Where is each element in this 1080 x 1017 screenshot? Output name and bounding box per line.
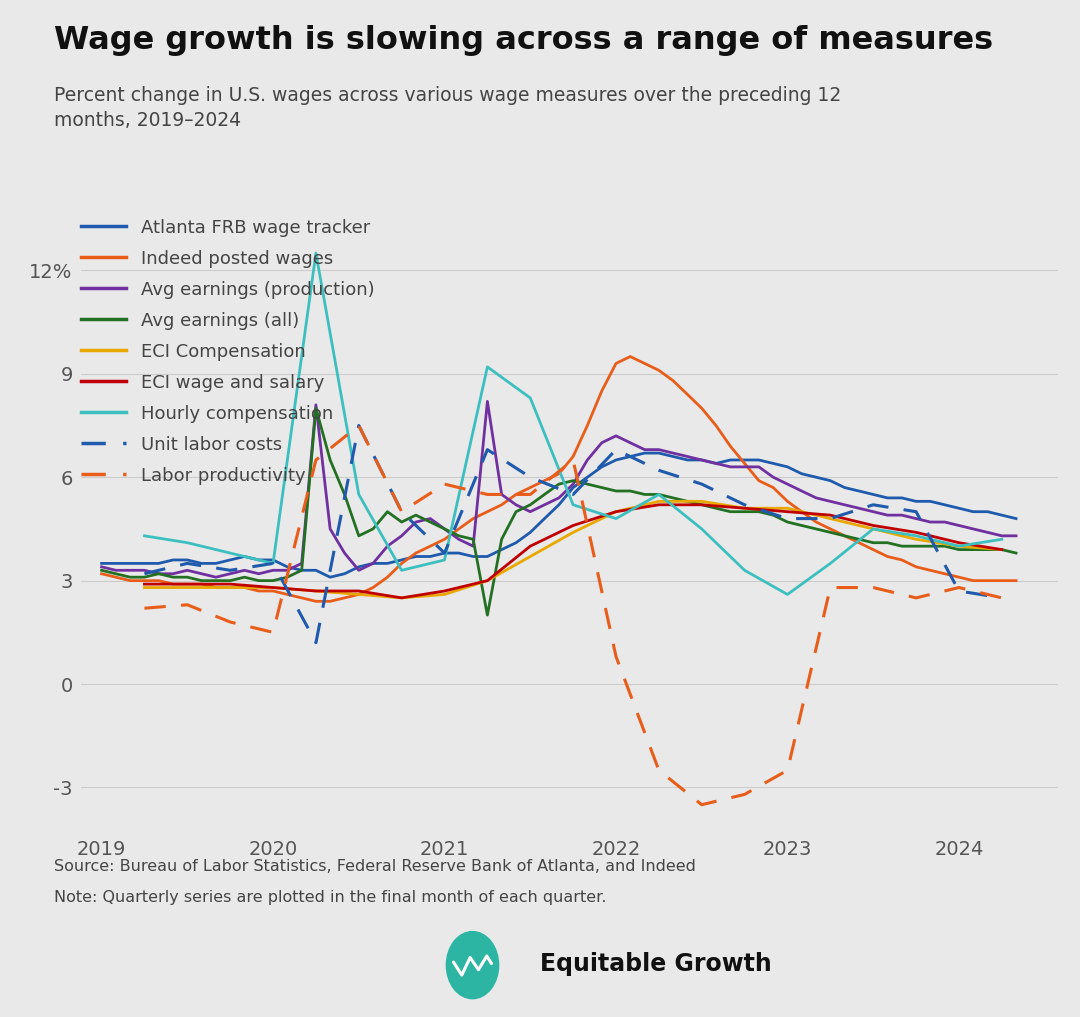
Legend: Atlanta FRB wage tracker, Indeed posted wages, Avg earnings (production), Avg ea: Atlanta FRB wage tracker, Indeed posted … <box>81 219 374 485</box>
Text: Source: Bureau of Labor Statistics, Federal Reserve Bank of Atlanta, and Indeed: Source: Bureau of Labor Statistics, Fede… <box>54 859 696 875</box>
Text: Wage growth is slowing across a range of measures: Wage growth is slowing across a range of… <box>54 25 994 56</box>
Text: Percent change in U.S. wages across various wage measures over the preceding 12
: Percent change in U.S. wages across vari… <box>54 86 841 130</box>
Circle shape <box>446 932 499 999</box>
Text: Equitable Growth: Equitable Growth <box>540 952 772 976</box>
Text: Note: Quarterly series are plotted in the final month of each quarter.: Note: Quarterly series are plotted in th… <box>54 890 607 905</box>
